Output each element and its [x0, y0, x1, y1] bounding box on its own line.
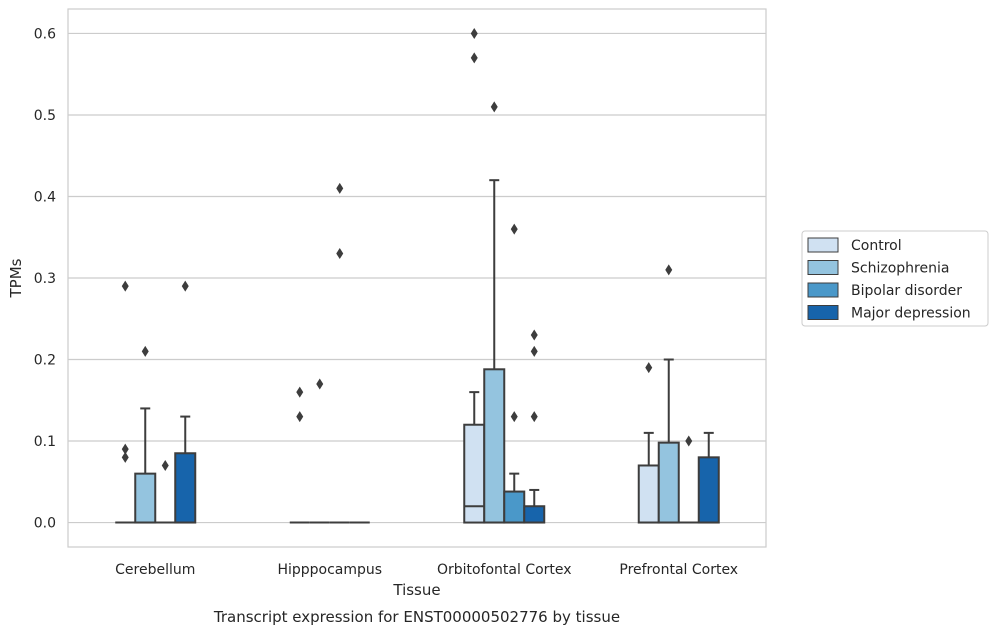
y-axis-label: TPMs — [7, 258, 25, 298]
outlier-0 — [685, 435, 693, 447]
outlier-1 — [470, 27, 478, 39]
box-0-1 — [289, 386, 310, 524]
y-axis-ticks: 0.0 0.1 0.2 0.3 0.4 0.5 0.6 — [34, 26, 56, 531]
box-body — [523, 505, 546, 524]
x-tick-label-3: Prefrontal Cortex — [619, 562, 738, 578]
box-3-2 — [523, 329, 546, 524]
outlier-0 — [141, 345, 149, 357]
box-body — [483, 368, 506, 524]
y-tick-label-2: 0.2 — [34, 353, 56, 369]
outlier-1 — [121, 443, 129, 455]
box-body — [697, 456, 720, 524]
outlier-0 — [530, 411, 538, 423]
outlier-1 — [530, 345, 538, 357]
x-axis-label: Tissue — [392, 581, 440, 599]
box-body — [657, 441, 680, 524]
box-body — [503, 490, 526, 524]
legend-swatch-1 — [807, 260, 839, 275]
outlier-1 — [336, 182, 344, 194]
outlier-2 — [530, 329, 538, 341]
legend: Control Schizophrenia Bipolar disorder Majo… — [801, 230, 989, 327]
box-2-0 — [155, 459, 176, 524]
legend-swatch-0 — [807, 237, 839, 253]
outlier-1 — [510, 223, 518, 235]
box-2-1 — [329, 182, 350, 524]
outlier-0 — [161, 459, 169, 471]
chart-caption: Transcript expression for ENST0000050277… — [213, 608, 620, 626]
y-tick-label-1: 0.1 — [34, 434, 56, 450]
y-tick-label-4: 0.4 — [34, 189, 56, 205]
outlier-0 — [665, 264, 673, 276]
outlier-0 — [510, 411, 518, 423]
box-body — [463, 423, 486, 524]
box-0-3 — [637, 362, 660, 524]
x-axis-ticks: Cerebellum Hipppocampus Orbitofontal Corte… — [115, 562, 738, 578]
legend-label-0: Control — [851, 238, 902, 254]
legend-label-1: Schizophrenia — [851, 261, 949, 277]
legend-swatch-3 — [807, 305, 839, 320]
legend-frame — [801, 230, 989, 327]
box-1-1 — [309, 378, 330, 524]
outlier-0 — [645, 362, 653, 374]
box-3-3 — [697, 431, 720, 524]
box-body — [134, 472, 157, 524]
outlier-1 — [296, 386, 304, 398]
outlier-0 — [121, 451, 129, 463]
box-1-2 — [483, 101, 506, 524]
legend-swatch-2 — [807, 282, 839, 298]
box-3-0 — [174, 280, 197, 524]
box-body — [637, 464, 660, 524]
box-2-2 — [503, 223, 526, 524]
outlier-0 — [181, 280, 189, 292]
box-0-0 — [115, 280, 136, 524]
outlier-0 — [296, 411, 304, 423]
y-tick-label-5: 0.5 — [34, 108, 56, 124]
box-groups — [115, 27, 720, 524]
x-tick-label-1: Hipppocampus — [277, 562, 382, 578]
plot-frame — [67, 8, 767, 548]
legend-label-3: Major depression — [851, 306, 971, 322]
outlier-0 — [470, 52, 478, 64]
box-0-2 — [463, 27, 486, 524]
y-tick-label-6: 0.6 — [34, 26, 56, 42]
box-2-3 — [678, 435, 699, 524]
legend-label-2: Bipolar disorder — [851, 283, 962, 299]
box-1-3 — [657, 264, 680, 524]
box-1-0 — [134, 345, 157, 524]
outlier-0 — [316, 378, 324, 390]
outlier-0 — [336, 248, 344, 260]
y-tick-label-3: 0.3 — [34, 271, 56, 287]
x-tick-label-0: Cerebellum — [115, 562, 195, 578]
outlier-0 — [490, 101, 498, 113]
outlier-2 — [121, 280, 129, 292]
x-tick-label-2: Orbitofontal Cortex — [437, 562, 572, 578]
y-tick-label-0: 0.0 — [34, 516, 56, 532]
box-body — [174, 452, 197, 524]
